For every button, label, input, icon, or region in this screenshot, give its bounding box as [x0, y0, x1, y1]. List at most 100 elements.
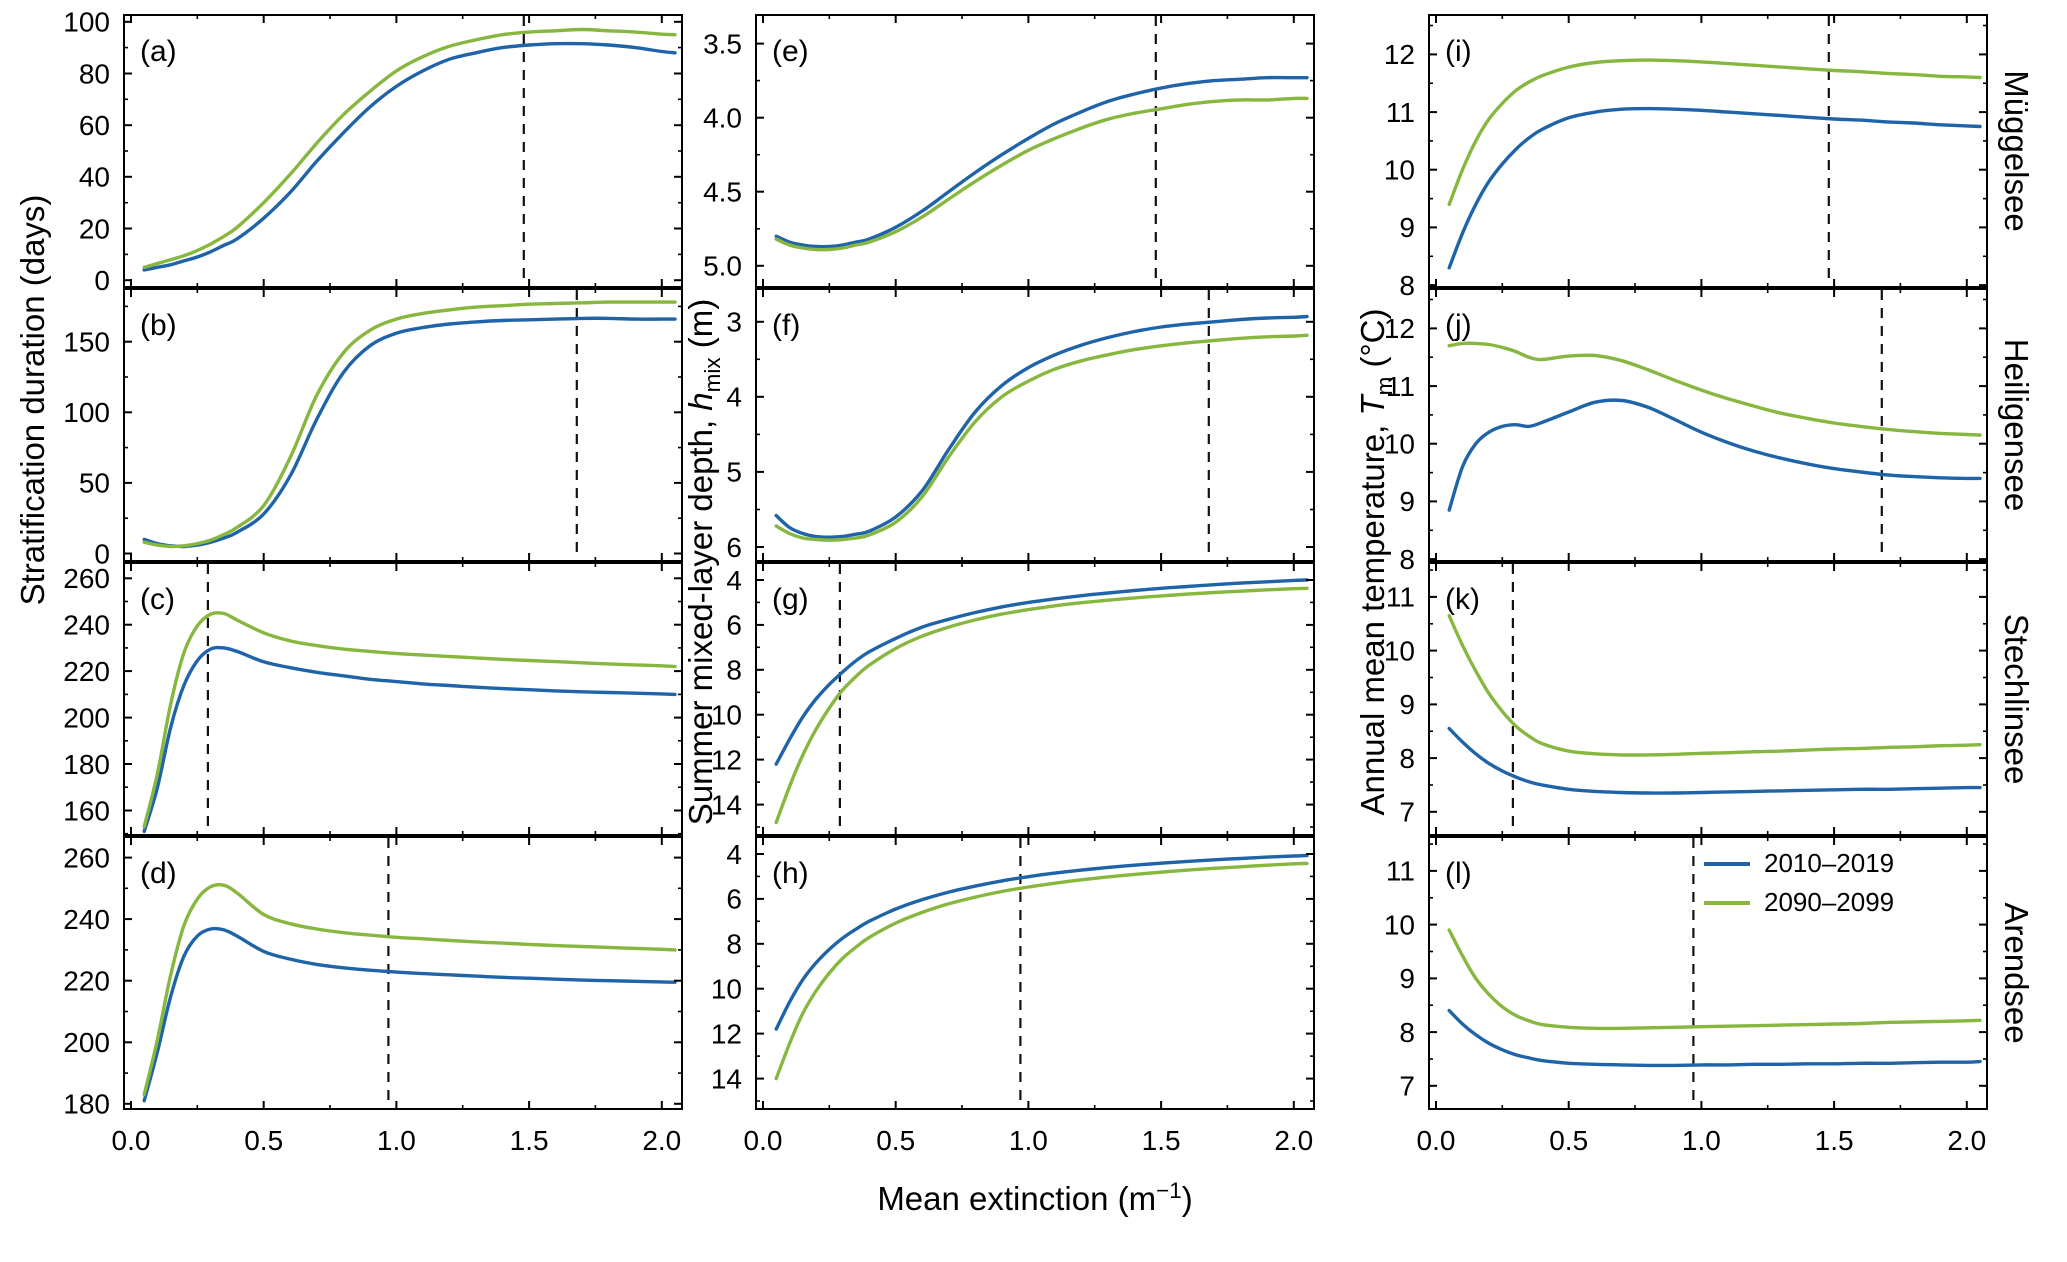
y-tick-label: 7 [1399, 797, 1415, 828]
y-tick-label: 5 [726, 457, 742, 488]
x-tick-label: 0.5 [876, 1125, 915, 1156]
x-tick-label: 1.5 [1142, 1125, 1181, 1156]
y-tick-label: 6 [726, 532, 742, 563]
x-tick-label: 2.0 [642, 1125, 681, 1156]
series-2090-2099 [774, 861, 1309, 1081]
y-tick-label: 8 [726, 655, 742, 686]
panel-a: 0 20 40 60 80 100 (a) [63, 7, 683, 296]
x-tick-label: 0.0 [1417, 1125, 1456, 1156]
y-tick-label: 11 [1386, 582, 1415, 613]
panel-letter: (h) [772, 857, 809, 890]
panel-g: 4 6 8 10 12 14 (g) [711, 562, 1315, 836]
y-tick-label: 11 [1386, 371, 1415, 402]
row-label-muggelsee: Müggelsee [1998, 70, 2035, 232]
panel-frame [123, 836, 683, 1110]
y-tick-label: 4 [726, 839, 742, 870]
x-tick-label: 0.0 [112, 1125, 151, 1156]
series-2010-2019 [142, 645, 677, 834]
y-tick-label: 11 [1386, 856, 1415, 887]
y-tick-label: 3 [726, 307, 742, 338]
y-tick-label: 60 [79, 110, 110, 141]
x-axis-label-mean-extinction: Mean extinction (m−1) [877, 1178, 1192, 1218]
y-tick-label: 10 [1384, 635, 1415, 666]
legend-label-2090-2099: 2090–2099 [1764, 887, 1895, 917]
x-tick-label: 0.0 [744, 1125, 783, 1156]
y-tick-label: 8 [1399, 270, 1415, 301]
series-2090-2099 [142, 300, 677, 549]
y-tick-label: 6 [726, 884, 742, 915]
y-tick-label: 100 [63, 7, 110, 38]
row-label-arendsee: Arendsee [1998, 902, 2035, 1044]
y-tick-label: 0 [94, 265, 110, 296]
ylabel-var: h [682, 392, 720, 411]
row-label-stechlinsee: Stechlinsee [1998, 613, 2035, 785]
panel-b: 0 50 100 150 (b) [63, 288, 683, 569]
ylabel-post: (m) [682, 298, 720, 358]
panel-frame [1428, 288, 1988, 562]
series-2010-2019 [774, 578, 1309, 766]
series-2010-2019 [142, 316, 677, 549]
legend-item-2090-2099: 2090–2099 [1704, 887, 1894, 918]
x-tick-label: 1.5 [1815, 1125, 1854, 1156]
y-tick-label: 4.5 [703, 177, 742, 208]
series-2010-2019 [774, 314, 1309, 539]
y-tick-label: 10 [711, 974, 742, 1005]
y-tick-label: 12 [711, 744, 742, 775]
y-tick-label: 4 [726, 565, 742, 596]
y-tick-label: 9 [1399, 689, 1415, 720]
y-tick-label: 8 [1399, 1017, 1415, 1048]
series-2090-2099 [1447, 928, 1982, 1031]
legend-line-2010-2019 [1704, 861, 1750, 866]
ylabel-sub: mix [699, 357, 725, 393]
x-tick-label: 1.0 [1682, 1125, 1721, 1156]
y-tick-label: 10 [1384, 909, 1415, 940]
y-tick-label: 200 [63, 702, 110, 733]
series-2090-2099 [142, 27, 677, 269]
series-2010-2019 [142, 41, 677, 272]
series-2010-2019 [1447, 106, 1982, 270]
panel-frame [1428, 562, 1988, 836]
y-tick-label: 20 [79, 213, 110, 244]
panel-j: 8 9 10 11 12 (j) [1384, 288, 1988, 575]
y-tick-label: 10 [711, 700, 742, 731]
y-tick-label: 8 [726, 929, 742, 960]
panel-frame [1428, 14, 1988, 288]
x-tick-label: 0.5 [1549, 1125, 1588, 1156]
y-tick-label: 12 [1384, 313, 1415, 344]
panel-frame [755, 288, 1315, 562]
panel-h: 4 6 8 10 12 140.0 0.5 1.0 1.5 2.0 (h) [711, 836, 1315, 1156]
series-2090-2099 [774, 333, 1309, 542]
y-tick-label: 8 [1399, 743, 1415, 774]
legend-line-2090-2099 [1704, 900, 1750, 905]
series-2090-2099 [1447, 614, 1982, 757]
series-2010-2019 [774, 853, 1309, 1031]
panel-f: 3 4 5 6 (f) [726, 288, 1315, 563]
y-tick-label: 6 [726, 610, 742, 641]
x-tick-label: 2.0 [1274, 1125, 1313, 1156]
series-2090-2099 [774, 96, 1309, 252]
y-tick-label: 9 [1399, 963, 1415, 994]
x-tick-label: 2.0 [1947, 1125, 1986, 1156]
panel-i: 8 9 10 11 12 (i) [1384, 14, 1988, 301]
panel-frame [1428, 836, 1988, 1110]
series-2010-2019 [1447, 398, 1982, 512]
panel-frame [755, 836, 1315, 1110]
xlabel-post: ) [1181, 1180, 1193, 1217]
y-tick-label: 8 [1399, 544, 1415, 575]
panel-frame [755, 14, 1315, 288]
y-tick-label: 0 [94, 538, 110, 569]
series-2010-2019 [142, 926, 677, 1103]
y-tick-label: 14 [711, 789, 742, 820]
series-2090-2099 [1447, 58, 1982, 207]
x-tick-label: 1.0 [377, 1125, 416, 1156]
y-tick-label: 180 [63, 1089, 110, 1120]
panel-k: 7 8 9 10 11 (k) [1384, 562, 1988, 836]
y-tick-label: 11 [1386, 97, 1415, 128]
panel-frame [123, 288, 683, 562]
series-2010-2019 [774, 75, 1309, 249]
panel-letter: (e) [772, 35, 809, 68]
y-tick-label: 260 [63, 842, 110, 873]
panel-letter: (k) [1445, 583, 1480, 616]
ylabel-text: Annual mean temperature, [1354, 415, 1392, 816]
